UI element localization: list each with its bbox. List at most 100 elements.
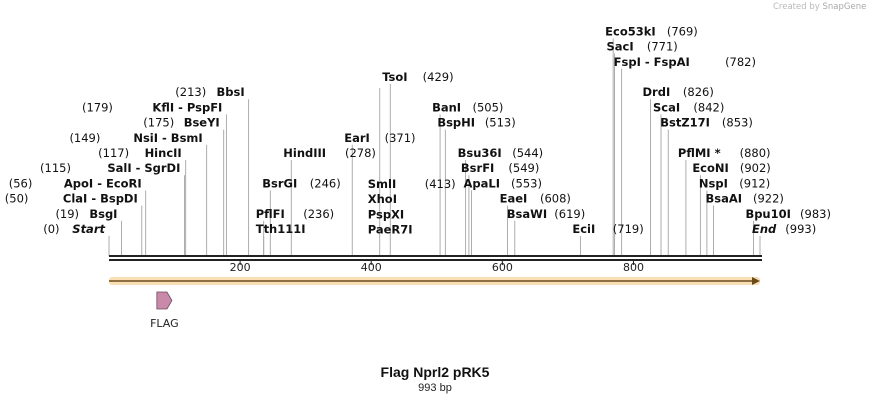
site-name: SalI - SgrDI [107, 161, 180, 175]
site-bsu36i[interactable]: Bsu36I (544) [458, 146, 544, 160]
site-eaei[interactable]: EaeI (608) [500, 192, 571, 206]
site-name: Bpu10I [745, 207, 790, 221]
site-position: (19) [55, 207, 79, 221]
site-name: BspHI [437, 116, 475, 130]
site-ecii[interactable]: EciI (719) [572, 222, 643, 236]
site-lines [108, 38, 761, 256]
map-length: 993 bp [418, 382, 452, 394]
site-name: Eco53kI [605, 24, 656, 38]
tick-label: 800 [623, 261, 644, 274]
site-position: (993) [785, 222, 816, 236]
site-pflfi[interactable]: PflFI (236) [256, 207, 334, 221]
site-apali[interactable]: ApaLI (553) [464, 176, 542, 190]
site-position: (983) [800, 207, 831, 221]
site-bpu10i[interactable]: Bpu10I (983) [745, 207, 831, 221]
site-name: ApoI - EcoRI [64, 176, 142, 190]
site-bsrgi[interactable]: BsrGI (246) [262, 176, 340, 190]
site-name: BanI [432, 100, 461, 114]
site-name: BsgI [89, 207, 117, 221]
site-end[interactable]: End (993) [752, 222, 816, 236]
site-clai[interactable]: ClaI - BspDI (50) [5, 192, 138, 206]
site-kfli[interactable]: KflI - PspFI (179) [82, 100, 222, 114]
site-position: (826) [683, 85, 714, 99]
site-start[interactable]: Start (0) [43, 222, 105, 236]
site-nsii[interactable]: NsiI - BsmI (149) [69, 131, 202, 145]
site-name: BsrFI [461, 161, 494, 175]
site-position: (246) [310, 176, 341, 190]
site-position: (50) [5, 192, 29, 206]
site-econi[interactable]: EcoNI (902) [692, 161, 770, 175]
site-name: Tth111I [256, 222, 306, 236]
tick-label: 200 [230, 261, 251, 274]
site-name: PflFI [256, 207, 285, 221]
site-scai[interactable]: ScaI (842) [653, 100, 724, 114]
site-name: EarI [344, 131, 370, 145]
site-sali[interactable]: SalI - SgrDI (115) [40, 161, 180, 175]
site-bsgi[interactable]: BsgI (19) [55, 207, 117, 221]
site-bstz17i[interactable]: BstZ17I (853) [660, 116, 753, 130]
site-name: BsaAI [705, 192, 742, 206]
site-name: XhoI [368, 192, 397, 206]
site-bbsi[interactable]: BbsI (213) [175, 85, 244, 99]
site-bani[interactable]: BanI (505) [432, 100, 503, 114]
credit-brand: SnapGene [822, 2, 867, 12]
site-name: HincII [145, 146, 182, 160]
site-name: DrdI [643, 85, 671, 99]
map-title: Flag Nprl2 pRK5 [380, 364, 490, 380]
site-position: (115) [40, 161, 71, 175]
site-saci[interactable]: SacI (771) [606, 40, 677, 54]
site-drdi[interactable]: DrdI (826) [643, 85, 714, 99]
site-name: NspI [699, 176, 728, 190]
site-name: TsoI [382, 70, 407, 84]
site-name: KflI - PspFI [152, 100, 222, 114]
site-hincii[interactable]: HincII (117) [98, 146, 182, 160]
site-tsoi[interactable]: TsoI (429) [382, 70, 453, 84]
site-position: (429) [423, 70, 454, 84]
site-position: (912) [739, 176, 770, 190]
site-name: BbsI [217, 85, 245, 99]
site-name: EciI [572, 222, 595, 236]
site-position: (619) [554, 207, 585, 221]
site-position: (505) [472, 100, 503, 114]
site-name: BseYI [184, 116, 220, 130]
site-name: SacI [606, 40, 633, 54]
site-position: (513) [485, 116, 516, 130]
site-tth111i[interactable]: Tth111I [256, 222, 306, 236]
site-name: FspI - FspAI [614, 55, 690, 69]
tick-label: 400 [361, 261, 382, 274]
site-position: (553) [511, 176, 542, 190]
site-position: (771) [647, 40, 678, 54]
site-position: (413) [425, 177, 456, 191]
site-bseyi[interactable]: BseYI (175) [143, 116, 219, 130]
site-position: (371) [385, 131, 416, 145]
site-fspi[interactable]: FspI - FspAI (782) [614, 55, 756, 69]
site-position: (719) [613, 222, 644, 236]
site-name: Start [72, 222, 105, 236]
site-name: BstZ17I [660, 116, 710, 130]
site-bsrfi[interactable]: BsrFI (549) [461, 161, 539, 175]
site-eco53ki[interactable]: Eco53kI (769) [605, 24, 698, 38]
site-hindiii[interactable]: HindIII (278) [283, 146, 376, 160]
site-name: BsaWI [507, 207, 547, 221]
site-name: SmlI [368, 177, 397, 191]
site-pflmi[interactable]: PflMI * (880) [678, 146, 771, 160]
site-bsphi[interactable]: BspHI (513) [437, 116, 515, 130]
site-nspi[interactable]: NspI (912) [699, 176, 770, 190]
site-eari[interactable]: EarI (371) [344, 131, 415, 145]
site-apoi[interactable]: ApoI - EcoRI (56) [9, 176, 142, 190]
site-name: ClaI - BspDI [63, 192, 138, 206]
flag-feature[interactable] [156, 291, 173, 310]
site-position: (175) [143, 116, 174, 130]
site-position: (0) [43, 222, 59, 236]
site-position: (782) [725, 55, 756, 69]
site-bsawi[interactable]: BsaWI (619) [507, 207, 585, 221]
site-labels: Start (0) BsgI (19)ClaI - BspDI (50) ApoI - E… [5, 24, 831, 236]
site-position: (902) [740, 161, 771, 175]
site-name: EaeI [500, 192, 528, 206]
site-bsaai[interactable]: BsaAI (922) [705, 192, 783, 206]
site-position: (842) [693, 100, 724, 114]
site-position: (880) [740, 146, 771, 160]
